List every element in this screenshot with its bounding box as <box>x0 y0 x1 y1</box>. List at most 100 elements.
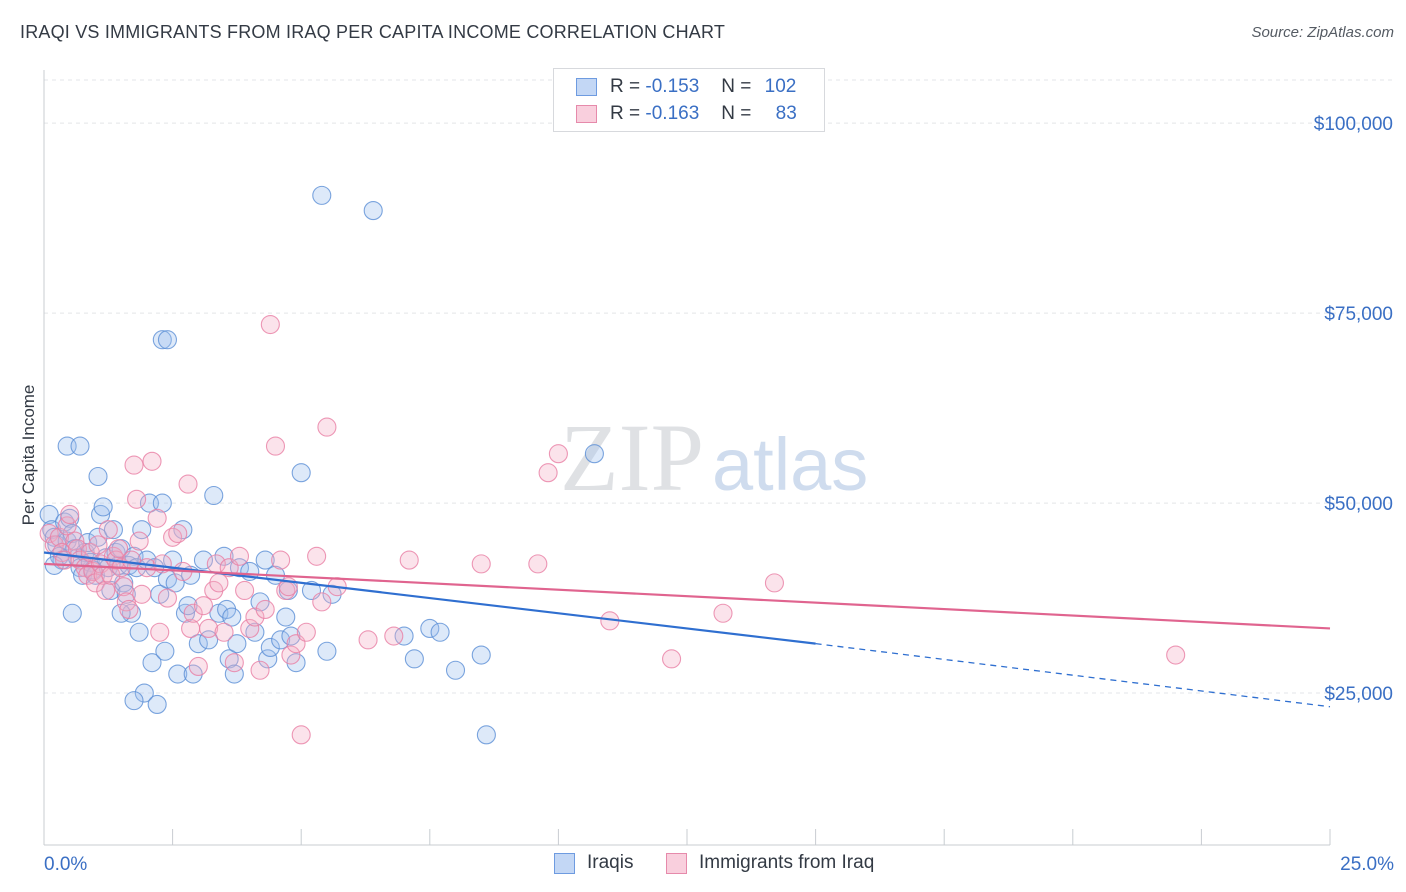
point-immigrants <box>85 573 105 593</box>
point-immigrants <box>214 622 234 642</box>
point-immigrants <box>245 607 265 627</box>
n-value: 83 <box>775 103 797 124</box>
point-iraqis <box>219 649 239 669</box>
r-label: R = <box>610 76 641 97</box>
point-immigrants <box>183 603 203 623</box>
stats-box: R = -0.153 N = 102 R = -0.163 N = 83 <box>553 68 825 132</box>
point-immigrants <box>67 539 87 559</box>
point-immigrants <box>147 508 167 528</box>
stats-row-immigrants: R = -0.163 N = 83 <box>554 101 797 127</box>
watermark-zip: ZIP <box>560 404 704 511</box>
point-iraqis <box>152 493 172 513</box>
legend: Iraqis Immigrants from Iraq <box>0 852 1406 878</box>
x-tick-label: 25.0% <box>1340 854 1394 875</box>
point-immigrants <box>548 444 568 464</box>
point-iraqis <box>222 607 242 627</box>
point-immigrants <box>88 535 108 555</box>
point-iraqis <box>204 485 224 506</box>
legend-label-immigrants: Immigrants from Iraq <box>699 852 875 873</box>
watermark: ZIP atlas <box>560 404 868 511</box>
trend-line-iraqis-extension <box>815 643 1331 708</box>
point-immigrants <box>296 622 316 642</box>
point-immigrants <box>250 660 270 680</box>
point-iraqis <box>165 573 185 593</box>
point-immigrants <box>713 603 733 623</box>
trend-lines <box>43 551 1331 708</box>
point-iraqis <box>93 497 113 517</box>
tick-labels: $25,000 $50,000 $75,000 $100,000 0.0% 25.0% <box>44 114 1394 875</box>
point-immigrants <box>49 527 69 547</box>
point-iraqis <box>88 527 108 547</box>
point-immigrants <box>384 626 404 646</box>
point-immigrants <box>764 573 784 593</box>
x-tick-label: 0.0% <box>44 854 87 875</box>
point-immigrants <box>65 531 85 551</box>
point-immigrants <box>229 546 250 566</box>
axes <box>43 70 1331 846</box>
point-immigrants <box>116 592 136 612</box>
n-value: 102 <box>764 76 797 97</box>
point-immigrants <box>255 599 275 620</box>
point-iraqis <box>312 185 332 205</box>
point-iraqis <box>152 330 172 350</box>
stats-swatch-iraqis <box>576 78 597 96</box>
point-iraqis <box>445 660 466 680</box>
point-immigrants <box>291 725 311 745</box>
point-immigrants <box>178 474 198 494</box>
point-iraqis <box>404 649 424 669</box>
point-immigrants <box>96 580 116 601</box>
point-iraqis <box>91 504 111 525</box>
point-iraqis <box>260 637 280 658</box>
point-iraqis <box>147 694 167 714</box>
legend-label-iraqis: Iraqis <box>587 852 634 873</box>
point-immigrants <box>188 656 208 676</box>
point-iraqis <box>584 444 604 464</box>
point-immigrants <box>271 550 291 570</box>
y-tick-label: $100,000 <box>1314 114 1393 135</box>
point-iraqis <box>276 607 296 627</box>
point-immigrants <box>538 463 558 483</box>
point-iraqis <box>363 201 383 221</box>
watermark-atlas: atlas <box>712 423 868 506</box>
point-immigrants <box>312 592 332 612</box>
point-iraqis <box>420 618 440 639</box>
point-iraqis <box>255 550 275 570</box>
point-immigrants <box>399 550 419 570</box>
point-iraqis <box>124 691 144 711</box>
point-iraqis <box>291 463 311 483</box>
point-iraqis <box>188 634 208 654</box>
stats-swatch-immigrants <box>576 105 597 123</box>
y-tick-label: $25,000 <box>1324 684 1393 705</box>
point-immigrants <box>199 618 219 639</box>
point-immigrants <box>317 417 337 437</box>
point-iraqis <box>214 546 234 566</box>
point-immigrants <box>265 436 286 456</box>
point-iraqis <box>471 645 491 665</box>
point-immigrants <box>39 523 59 544</box>
point-iraqis <box>103 520 123 540</box>
point-immigrants <box>127 489 147 509</box>
point-immigrants <box>57 516 77 536</box>
point-immigrants <box>281 645 301 665</box>
point-immigrants <box>471 554 491 574</box>
point-iraqis <box>199 630 219 650</box>
point-iraqis <box>193 550 214 570</box>
point-iraqis <box>245 622 265 642</box>
point-iraqis <box>175 603 196 623</box>
point-immigrants <box>132 584 152 604</box>
n-label: N = <box>721 103 752 124</box>
point-immigrants <box>528 554 548 574</box>
legend-swatch-iraqis <box>554 852 575 874</box>
point-iraqis <box>44 527 64 547</box>
chart-title: IRAQI VS IMMIGRANTS FROM IRAQ PER CAPITA… <box>20 22 726 42</box>
point-immigrants <box>124 455 144 475</box>
legend-item-iraqis[interactable]: Iraqis <box>554 852 633 874</box>
point-iraqis <box>129 622 149 642</box>
source-label: Source: ZipAtlas.com <box>1251 24 1394 41</box>
point-immigrants <box>129 531 149 551</box>
point-iraqis <box>476 725 496 745</box>
legend-item-immigrants[interactable]: Immigrants from Iraq <box>666 852 874 874</box>
stats-row-iraqis: R = -0.153 N = 102 <box>554 74 796 100</box>
point-iraqis <box>88 466 108 487</box>
